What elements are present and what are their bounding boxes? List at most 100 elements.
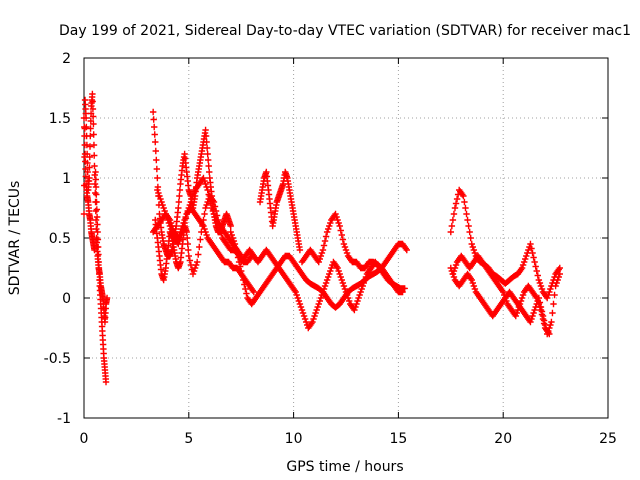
data-point (343, 249, 351, 257)
data-point (469, 243, 477, 251)
data-point (468, 240, 475, 248)
data-point (166, 216, 174, 224)
data-point (471, 285, 479, 293)
data-point (302, 318, 310, 326)
data-point (93, 191, 100, 198)
data-point (471, 249, 479, 257)
data-point (354, 297, 361, 305)
data-point (344, 294, 352, 302)
data-point (323, 276, 331, 284)
data-point (195, 251, 202, 258)
data-point (159, 201, 166, 209)
data-point (91, 180, 99, 188)
data-point (527, 240, 534, 248)
data-point (200, 174, 207, 182)
data-point (535, 276, 543, 284)
data-point (309, 318, 316, 326)
data-point (299, 309, 307, 317)
data-point (316, 255, 323, 263)
data-point (184, 240, 191, 248)
data-point (293, 291, 300, 299)
data-point (520, 258, 528, 266)
data-point (81, 141, 88, 149)
data-point (182, 213, 189, 221)
data-point (178, 225, 185, 233)
data-point (207, 200, 215, 207)
data-point (152, 147, 159, 155)
data-point (102, 378, 110, 386)
data-point (512, 312, 519, 320)
data-point (205, 162, 212, 170)
data-point (469, 279, 477, 287)
data-point (294, 294, 301, 302)
data-point (301, 315, 309, 323)
data-point (204, 156, 212, 164)
data-point (89, 113, 97, 120)
data-point (169, 225, 177, 233)
data-point (236, 263, 244, 270)
data-point (538, 311, 546, 318)
data-point (204, 150, 211, 158)
data-point (519, 261, 527, 269)
data-point (322, 233, 330, 240)
data-point (533, 267, 540, 275)
data-point (95, 251, 102, 258)
data-point (451, 204, 459, 212)
data-point (243, 290, 250, 297)
data-points (80, 90, 563, 386)
data-point (202, 228, 209, 236)
data-point (154, 186, 161, 194)
data-point (317, 252, 325, 260)
data-point (546, 288, 553, 296)
data-point (351, 306, 358, 314)
data-point (81, 132, 88, 140)
data-point (180, 219, 187, 227)
data-point (192, 261, 200, 269)
data-point (91, 162, 98, 170)
data-point (535, 300, 543, 308)
data-point (95, 270, 103, 278)
data-point (516, 300, 524, 308)
data-point (555, 273, 562, 281)
data-point (82, 173, 90, 180)
data-point (462, 204, 469, 212)
data-point (80, 114, 88, 122)
data-point (501, 291, 508, 299)
data-point (298, 306, 306, 314)
data-point (399, 288, 406, 296)
data-point (401, 285, 408, 292)
data-point (513, 309, 521, 317)
data-point (527, 318, 534, 326)
data-point (202, 204, 209, 212)
y-tick-label: 2 (62, 51, 71, 67)
data-point (326, 270, 333, 278)
data-point (352, 303, 359, 311)
data-point (323, 228, 331, 236)
data-point (190, 189, 198, 197)
data-point (334, 216, 341, 224)
data-point (240, 276, 247, 284)
y-tick-label: -1 (57, 411, 71, 427)
data-point (470, 282, 478, 290)
data-point (206, 195, 213, 203)
data-point (234, 254, 242, 261)
x-tick-label: 20 (494, 431, 512, 447)
data-point (449, 270, 457, 278)
data-point (532, 263, 539, 270)
series-track-3 (92, 168, 110, 386)
data-point (189, 192, 197, 200)
data-point (530, 254, 537, 261)
data-point (208, 204, 216, 212)
data-point (547, 321, 554, 329)
data-point (467, 234, 474, 242)
data-point (185, 252, 192, 260)
series-track-9 (238, 246, 408, 332)
data-point (343, 291, 351, 299)
data-point (340, 240, 348, 248)
data-point (231, 240, 239, 248)
data-point (358, 285, 365, 293)
data-point (345, 297, 353, 305)
data-point (339, 279, 347, 287)
data-point (91, 246, 98, 254)
data-point (533, 294, 540, 302)
